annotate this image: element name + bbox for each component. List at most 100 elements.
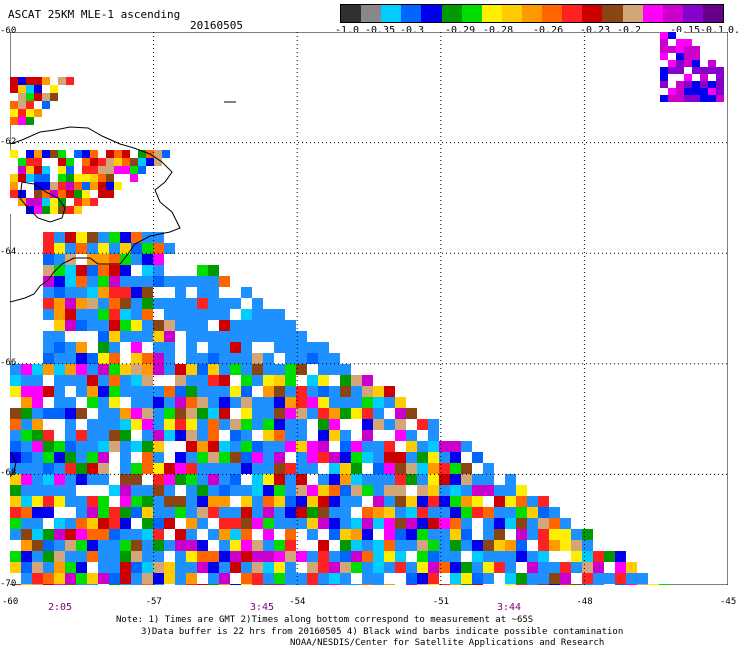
data-cell [263,331,274,342]
data-cell [26,77,34,85]
data-cell [494,496,505,507]
data-cell [197,419,208,430]
legend-label: 0.0 [728,25,740,36]
data-cell [87,276,98,287]
longitude-label: -60 [2,597,19,607]
data-cell [318,573,329,584]
data-cell [43,507,54,518]
data-cell [42,93,50,101]
data-cell [582,573,593,584]
data-cell [87,243,98,254]
data-cell [263,397,274,408]
data-cell [10,166,18,174]
data-cell [10,109,18,117]
legend-label: -0.35 [365,25,396,36]
data-cell [668,53,676,60]
data-cell [98,408,109,419]
data-cell [65,408,76,419]
data-cell [54,232,65,243]
data-cell [109,573,120,584]
data-cell [21,540,32,551]
data-cell [98,485,109,496]
latitude-label: -70 [0,579,17,589]
data-cell [373,485,384,496]
data-cell [494,573,505,584]
data-cell [527,551,538,562]
data-cell [109,408,120,419]
data-cell [461,529,472,540]
data-cell [373,584,384,585]
data-cell [351,573,362,584]
data-cell [120,485,131,496]
legend-swatch [461,5,482,22]
data-cell [307,452,318,463]
data-cell [461,441,472,452]
data-cell [109,518,120,529]
data-cell [142,529,153,540]
data-cell [285,430,296,441]
data-cell [384,430,395,441]
data-cell [676,95,684,102]
data-cell [527,529,538,540]
data-cell [406,419,417,430]
data-cell [483,573,494,584]
data-cell [230,584,241,585]
data-cell [98,562,109,573]
data-cell [450,562,461,573]
data-cell [318,441,329,452]
data-cell [252,364,263,375]
data-cell [263,540,274,551]
data-cell [122,174,130,182]
data-cell [219,562,230,573]
data-cell [65,397,76,408]
data-cell [186,540,197,551]
data-cell [384,485,395,496]
data-cell [114,150,122,158]
data-cell [34,109,42,117]
data-cell [307,353,318,364]
data-cell [296,573,307,584]
data-cell [263,452,274,463]
data-cell [87,573,98,584]
legend-label: -0.23 [580,25,611,36]
data-cell [708,95,716,102]
data-cell [76,331,87,342]
data-cell [65,463,76,474]
data-cell [428,540,439,551]
data-cell [483,562,494,573]
data-cell [716,88,724,95]
data-cell [494,474,505,485]
data-cell [142,419,153,430]
data-cell [21,375,32,386]
data-cell [450,507,461,518]
data-cell [219,540,230,551]
data-cell [175,452,186,463]
data-cell [21,397,32,408]
data-cell [450,441,461,452]
data-cell [18,174,26,182]
data-cell [351,364,362,375]
legend-label: -0.2 [617,25,642,36]
data-cell [296,452,307,463]
data-cell [340,485,351,496]
data-cell [219,529,230,540]
data-cell [153,430,164,441]
data-cell [153,232,164,243]
longitude-label: -51 [432,597,450,607]
data-cell [175,243,186,254]
data-cell [461,562,472,573]
data-cell [65,287,76,298]
data-cell [82,158,90,166]
data-cell [131,254,142,265]
data-cell [153,364,164,375]
data-cell [142,254,153,265]
data-cell [208,540,219,551]
data-cell [461,496,472,507]
data-cell [274,518,285,529]
data-cell [219,309,230,320]
data-cell [362,441,373,452]
data-cell [549,551,560,562]
data-cell [450,452,461,463]
data-cell [76,342,87,353]
data-cell [351,463,362,474]
